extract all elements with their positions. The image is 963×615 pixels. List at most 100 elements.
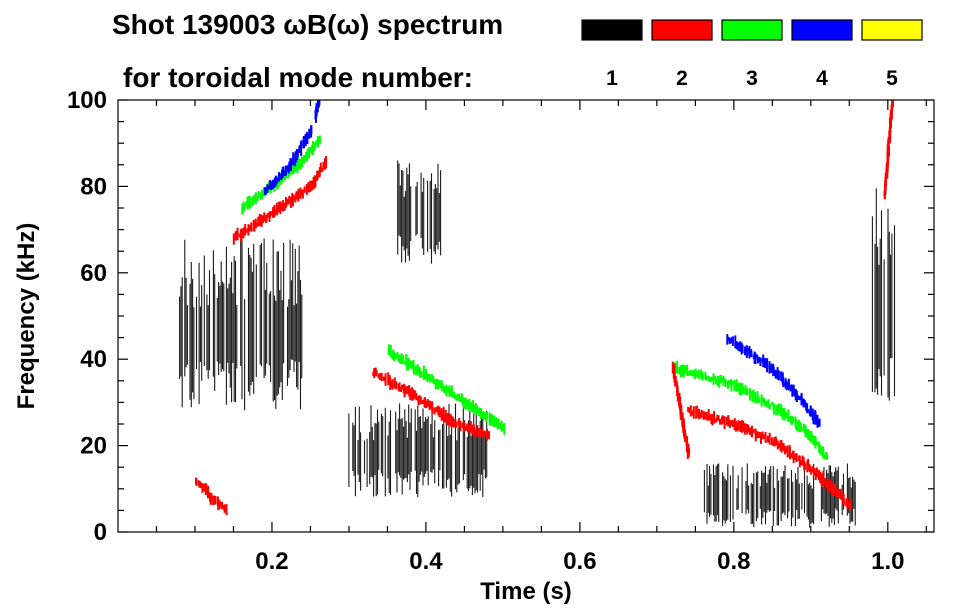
- chirp-segment: [253, 220, 256, 232]
- mode-2-chirp: [372, 367, 490, 441]
- chirp-segment: [773, 437, 776, 447]
- chirp-segment: [717, 415, 720, 421]
- chirp-segment: [727, 417, 730, 426]
- chirp-segment: [373, 368, 376, 379]
- chirp-segment: [455, 421, 458, 428]
- chirp-segment: [826, 454, 828, 460]
- chirp-segment: [255, 222, 258, 227]
- chirp-segment: [747, 347, 750, 355]
- chirp-segment: [450, 385, 453, 398]
- chirp-segment: [464, 426, 467, 431]
- chirp-segment: [399, 354, 401, 364]
- chirp-segment: [387, 372, 390, 385]
- chirp-segment: [735, 341, 738, 350]
- chirp-segment: [234, 231, 237, 241]
- chirp-segment: [310, 180, 313, 191]
- chirp-segment: [820, 447, 823, 453]
- chirp-segment: [775, 439, 778, 446]
- chirp-segment: [296, 149, 299, 158]
- chirp-segment: [317, 136, 319, 148]
- chirp-segment: [441, 411, 443, 421]
- x-tick-label: 0.4: [409, 548, 443, 575]
- chirp-segment: [473, 427, 476, 433]
- chirp-segment: [325, 156, 328, 169]
- chirp-segment: [405, 386, 408, 395]
- chirp-segment: [285, 197, 287, 208]
- y-axis-label: Frequency (kHz): [13, 223, 40, 410]
- chirp-segment: [738, 382, 741, 395]
- mode-1-region: [703, 463, 856, 528]
- chirp-segment: [784, 448, 787, 453]
- chirp-segment: [768, 361, 771, 374]
- chirp-segment: [814, 469, 817, 481]
- chirp-segment: [472, 400, 474, 413]
- chirp-segment: [454, 395, 456, 400]
- chirp-segment: [676, 360, 679, 374]
- chirp-segment: [290, 159, 292, 171]
- chirp-segment: [719, 418, 721, 425]
- chirp-segment: [688, 407, 691, 414]
- chirp-segment: [294, 151, 297, 163]
- chirp-segment: [431, 374, 434, 382]
- chirp-segment: [822, 475, 825, 487]
- chirp-segment: [266, 213, 269, 218]
- chirp-segment: [398, 382, 401, 392]
- chirp-segment: [497, 418, 500, 429]
- chirp-segment: [803, 423, 805, 433]
- legend-label-mode-4: 4: [816, 67, 828, 90]
- chirp-segment: [296, 160, 299, 174]
- chirp-segment: [841, 494, 844, 502]
- chirp-segment: [773, 403, 776, 415]
- chirp-segment: [783, 407, 786, 421]
- chirp-segment: [723, 378, 726, 383]
- chirp-segment: [689, 405, 692, 417]
- chirp-segment: [486, 429, 488, 441]
- chirp-segment: [242, 227, 245, 236]
- chirp-segment: [674, 380, 677, 386]
- chirp-segment: [787, 409, 790, 422]
- chirp-segment: [754, 428, 757, 442]
- chirp-segment: [435, 406, 438, 413]
- chirp-segment: [760, 394, 763, 407]
- mode-2-chirp: [232, 156, 328, 245]
- chirp-segment: [794, 419, 797, 429]
- chirp-segment: [713, 411, 716, 424]
- chirp-segment: [433, 379, 436, 385]
- chirp-segment: [458, 418, 461, 428]
- chirp-segment: [799, 395, 802, 401]
- chirp-segment: [771, 401, 774, 407]
- chirp-segment: [270, 182, 273, 191]
- chirp-segment: [481, 411, 484, 419]
- legend-swatch-mode-5: [861, 19, 923, 41]
- chirp-segment: [465, 423, 468, 431]
- chirp-segment: [437, 405, 440, 416]
- chirp-segment: [431, 401, 434, 414]
- chirp-segment: [687, 406, 690, 412]
- chirp-segment: [406, 358, 408, 371]
- chirp-segment: [314, 175, 317, 188]
- chirp-segment: [257, 216, 260, 227]
- chirp-segment: [708, 414, 711, 421]
- chirp-segment: [467, 424, 470, 433]
- chirp-segment: [448, 385, 451, 397]
- chirp-segment: [684, 429, 687, 442]
- chirp-segment: [772, 366, 775, 376]
- chirp-segment: [704, 376, 707, 381]
- chirp-segment: [757, 394, 760, 401]
- chirp-segment: [727, 380, 729, 389]
- chirp-segment: [846, 496, 849, 510]
- chirp-segment: [244, 224, 247, 236]
- chirp-segment: [424, 397, 426, 408]
- chirp-segment: [201, 483, 204, 491]
- chirp-segment: [282, 166, 285, 177]
- chirp-segment: [409, 388, 412, 401]
- chirp-segment: [776, 404, 779, 416]
- chirp-segment: [728, 380, 731, 385]
- chirp-segment: [303, 186, 306, 193]
- y-tick-label: 60: [80, 260, 107, 287]
- chirp-segment: [812, 435, 815, 446]
- mode-1-region: [179, 238, 303, 411]
- chirp-segment: [812, 412, 815, 425]
- chirp-segment: [402, 354, 405, 364]
- chirp-segment: [728, 337, 731, 344]
